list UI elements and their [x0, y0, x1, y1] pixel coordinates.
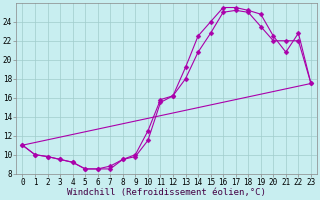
X-axis label: Windchill (Refroidissement éolien,°C): Windchill (Refroidissement éolien,°C) [67, 188, 266, 197]
